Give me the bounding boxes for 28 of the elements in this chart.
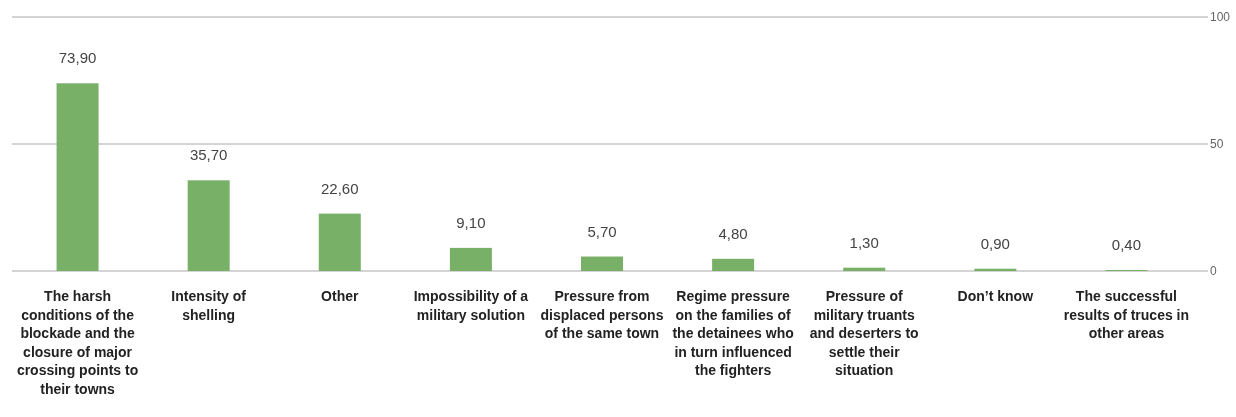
bar bbox=[581, 256, 623, 271]
x-tick-label: Other bbox=[321, 288, 359, 304]
x-tick-label: Impossibility of a military solution bbox=[413, 288, 529, 323]
y-tick-label: 100 bbox=[1210, 10, 1231, 25]
data-label: 35,70 bbox=[189, 146, 228, 164]
y-tick-label: 0 bbox=[1210, 264, 1217, 279]
x-tick-label: The harsh conditions of the blockade and the closure of major crossing points to their towns bbox=[16, 288, 139, 397]
x-tick-label: Regime pressure on the families of the detainees who in turn influenced the fighters bbox=[672, 288, 794, 378]
x-tick-label: Pressure from displaced persons of the same town bbox=[540, 288, 664, 341]
bar bbox=[187, 180, 230, 271]
x-tick-label: Intensity of shelling bbox=[171, 288, 247, 323]
data-label: 0,90 bbox=[980, 234, 1010, 252]
data-label: 5,70 bbox=[587, 222, 617, 240]
bar bbox=[56, 83, 99, 271]
data-label: 9,10 bbox=[456, 213, 486, 231]
x-tick-label: Pressure of military truants and deserters to settle their situation bbox=[809, 288, 919, 378]
data-label: 1,30 bbox=[849, 233, 879, 251]
bar bbox=[843, 267, 886, 271]
bar bbox=[449, 247, 492, 271]
data-label: 73,90 bbox=[58, 49, 97, 67]
x-tick-label: The successful results of truces in other areas bbox=[1063, 288, 1190, 341]
data-label: 0,40 bbox=[1111, 235, 1142, 253]
bar bbox=[712, 258, 755, 271]
data-label: 4,80 bbox=[718, 224, 748, 242]
x-tick-label: Don’t know bbox=[957, 288, 1034, 304]
y-tick-label: 50 bbox=[1210, 137, 1224, 152]
data-label: 22,60 bbox=[321, 179, 359, 197]
bar bbox=[318, 213, 361, 271]
